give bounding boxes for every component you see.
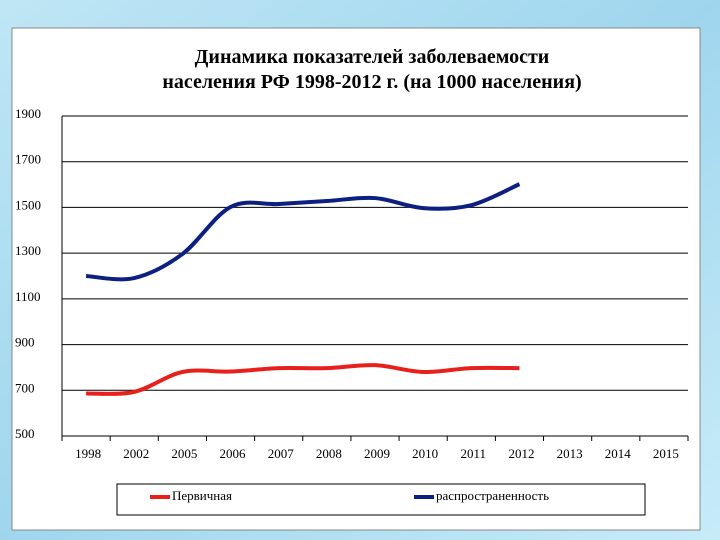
x-tick-label: 1998 — [75, 446, 101, 461]
x-tick-label: 2006 — [220, 446, 247, 461]
legend-label: Первичная — [172, 488, 232, 503]
x-tick-label: 2002 — [123, 446, 149, 461]
x-tick-label: 2015 — [653, 446, 679, 461]
series-line — [86, 363, 520, 396]
x-tick-label: 2012 — [508, 446, 534, 461]
legend-box — [116, 483, 646, 516]
x-tick-label: 2014 — [605, 446, 632, 461]
y-tick-label: 700 — [15, 380, 35, 395]
chart-title-line: Динамика показателей заболеваемости — [195, 46, 550, 68]
legend-label: распространенность — [436, 488, 549, 503]
y-tick-label: 1500 — [15, 197, 41, 212]
y-tick-label: 1900 — [15, 106, 41, 121]
x-tick-label: 2005 — [171, 446, 197, 461]
series-line — [85, 182, 521, 282]
x-tick-label: 2007 — [268, 446, 295, 461]
x-tick-label: 2011 — [461, 446, 487, 461]
x-tick-label: 2010 — [412, 446, 438, 461]
x-tick-label: 2008 — [316, 446, 342, 461]
y-tick-label: 500 — [15, 426, 35, 441]
y-tick-label: 1300 — [15, 243, 41, 258]
y-tick-label: 1100 — [15, 289, 41, 304]
x-tick-label: 2009 — [364, 446, 390, 461]
y-tick-label: 900 — [15, 335, 35, 350]
y-tick-label: 1700 — [15, 152, 41, 167]
chart-title-line: населения РФ 1998-2012 г. (на 1000 насел… — [162, 71, 581, 93]
x-tick-label: 2013 — [557, 446, 583, 461]
